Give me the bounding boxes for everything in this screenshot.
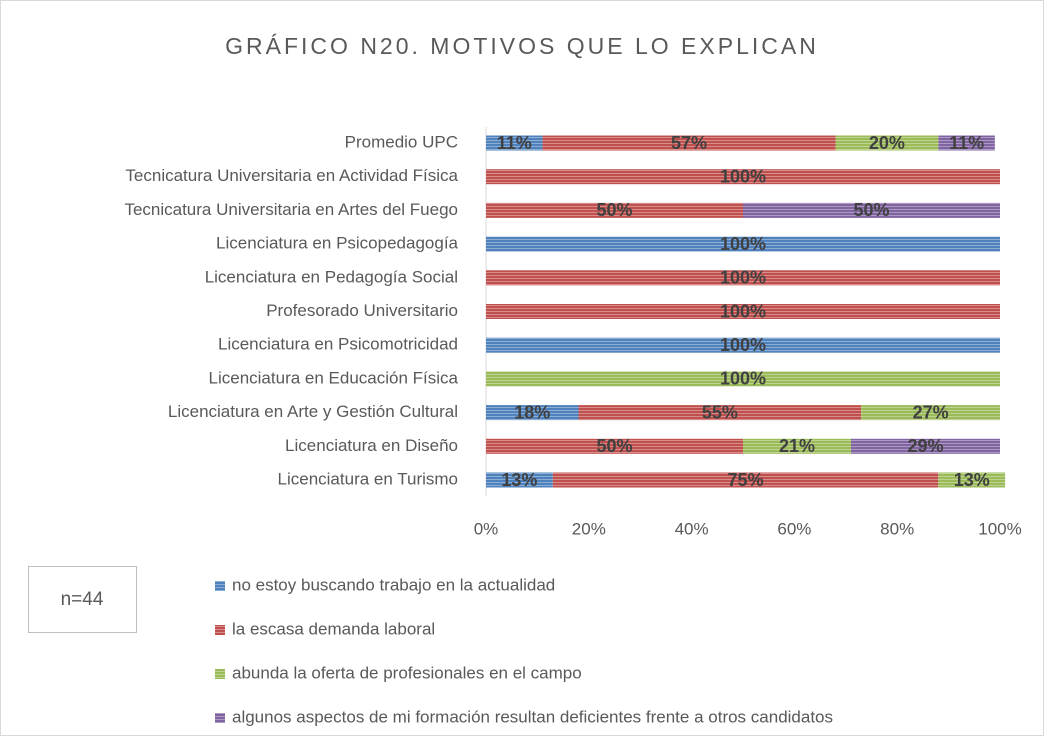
data-label: 100% (720, 301, 766, 321)
data-label: 50% (596, 436, 632, 456)
data-label: 50% (596, 200, 632, 220)
data-label: 75% (728, 470, 764, 490)
legend-swatch (215, 581, 225, 591)
data-label: 18% (514, 402, 550, 422)
data-label: 55% (702, 402, 738, 422)
data-label: 57% (671, 133, 707, 153)
bar-segment (486, 337, 1000, 353)
bar-segment (938, 472, 1006, 488)
bar-segment (743, 438, 851, 454)
legend-label: no estoy buscando trabajo en la actualid… (232, 575, 555, 594)
chart-title: GRÁFICO N20. MOTIVOS QUE LO EXPLICAN (225, 33, 819, 59)
data-label: 100% (720, 335, 766, 355)
y-tick-label: Promedio UPC (345, 132, 458, 151)
data-label: 50% (853, 200, 889, 220)
bar-segment (850, 438, 1000, 454)
data-label: 21% (779, 436, 815, 456)
legend-label: abunda la oferta de profesionales en el … (232, 663, 582, 682)
bar-segment (552, 472, 939, 488)
data-label: 100% (720, 369, 766, 389)
x-tick-label: 0% (474, 519, 499, 538)
annotation-box (28, 566, 137, 633)
legend-label: la escasa demanda laboral (232, 619, 435, 638)
y-tick-label: Licenciatura en Psicopedagogía (216, 234, 458, 253)
x-tick-label: 40% (675, 519, 709, 538)
y-tick-label: Licenciatura en Arte y Gestión Cultural (168, 402, 458, 421)
x-tick-label: 100% (978, 519, 1021, 538)
bar-segment (578, 405, 862, 421)
bar-segment (542, 135, 836, 151)
bar-segment (486, 202, 743, 218)
data-label: 13% (954, 470, 990, 490)
x-tick-label: 80% (880, 519, 914, 538)
data-label: 27% (913, 402, 949, 422)
x-tick-label: 20% (572, 519, 606, 538)
bar-segment (486, 371, 1000, 387)
bar-segment (743, 202, 1000, 218)
y-tick-label: Tecnicatura Universitaria en Actividad F… (125, 166, 458, 185)
y-tick-label: Profesorado Universitario (266, 301, 458, 320)
data-label: 100% (720, 234, 766, 254)
x-tick-label: 60% (777, 519, 811, 538)
legend-swatch (215, 713, 225, 723)
data-label: 100% (720, 166, 766, 186)
bar-segment (486, 304, 1000, 319)
bar-segment (486, 472, 553, 488)
legend-swatch (215, 669, 225, 679)
bar-segment (486, 405, 579, 421)
bar-segment (835, 135, 939, 151)
data-label: 11% (949, 133, 984, 153)
legend-label: algunos aspectos de mi formación resulta… (232, 707, 833, 726)
data-label: 29% (907, 436, 943, 456)
bar-segment (486, 270, 1000, 286)
y-tick-label: Licenciatura en Pedagogía Social (205, 267, 458, 286)
y-tick-label: Licenciatura en Turismo (278, 469, 458, 488)
y-tick-label: Licenciatura en Psicomotricidad (218, 335, 458, 354)
data-label: 100% (720, 268, 766, 288)
annotation: n=44 (61, 589, 104, 610)
legend-swatch (215, 625, 225, 635)
bar-segment (486, 438, 743, 454)
bar-segment (861, 405, 1000, 421)
bar-segment (938, 135, 995, 151)
data-label: 20% (869, 133, 905, 153)
bar-segment (486, 169, 1000, 185)
y-tick-label: Tecnicatura Universitaria en Artes del F… (124, 200, 458, 219)
bar-segment (486, 135, 543, 151)
bar-segment (486, 236, 1000, 252)
data-label: 13% (501, 470, 537, 490)
data-label: 11% (497, 133, 532, 153)
y-tick-label: Licenciatura en Educación Física (209, 368, 459, 387)
y-tick-label: Licenciatura en Diseño (285, 436, 458, 455)
